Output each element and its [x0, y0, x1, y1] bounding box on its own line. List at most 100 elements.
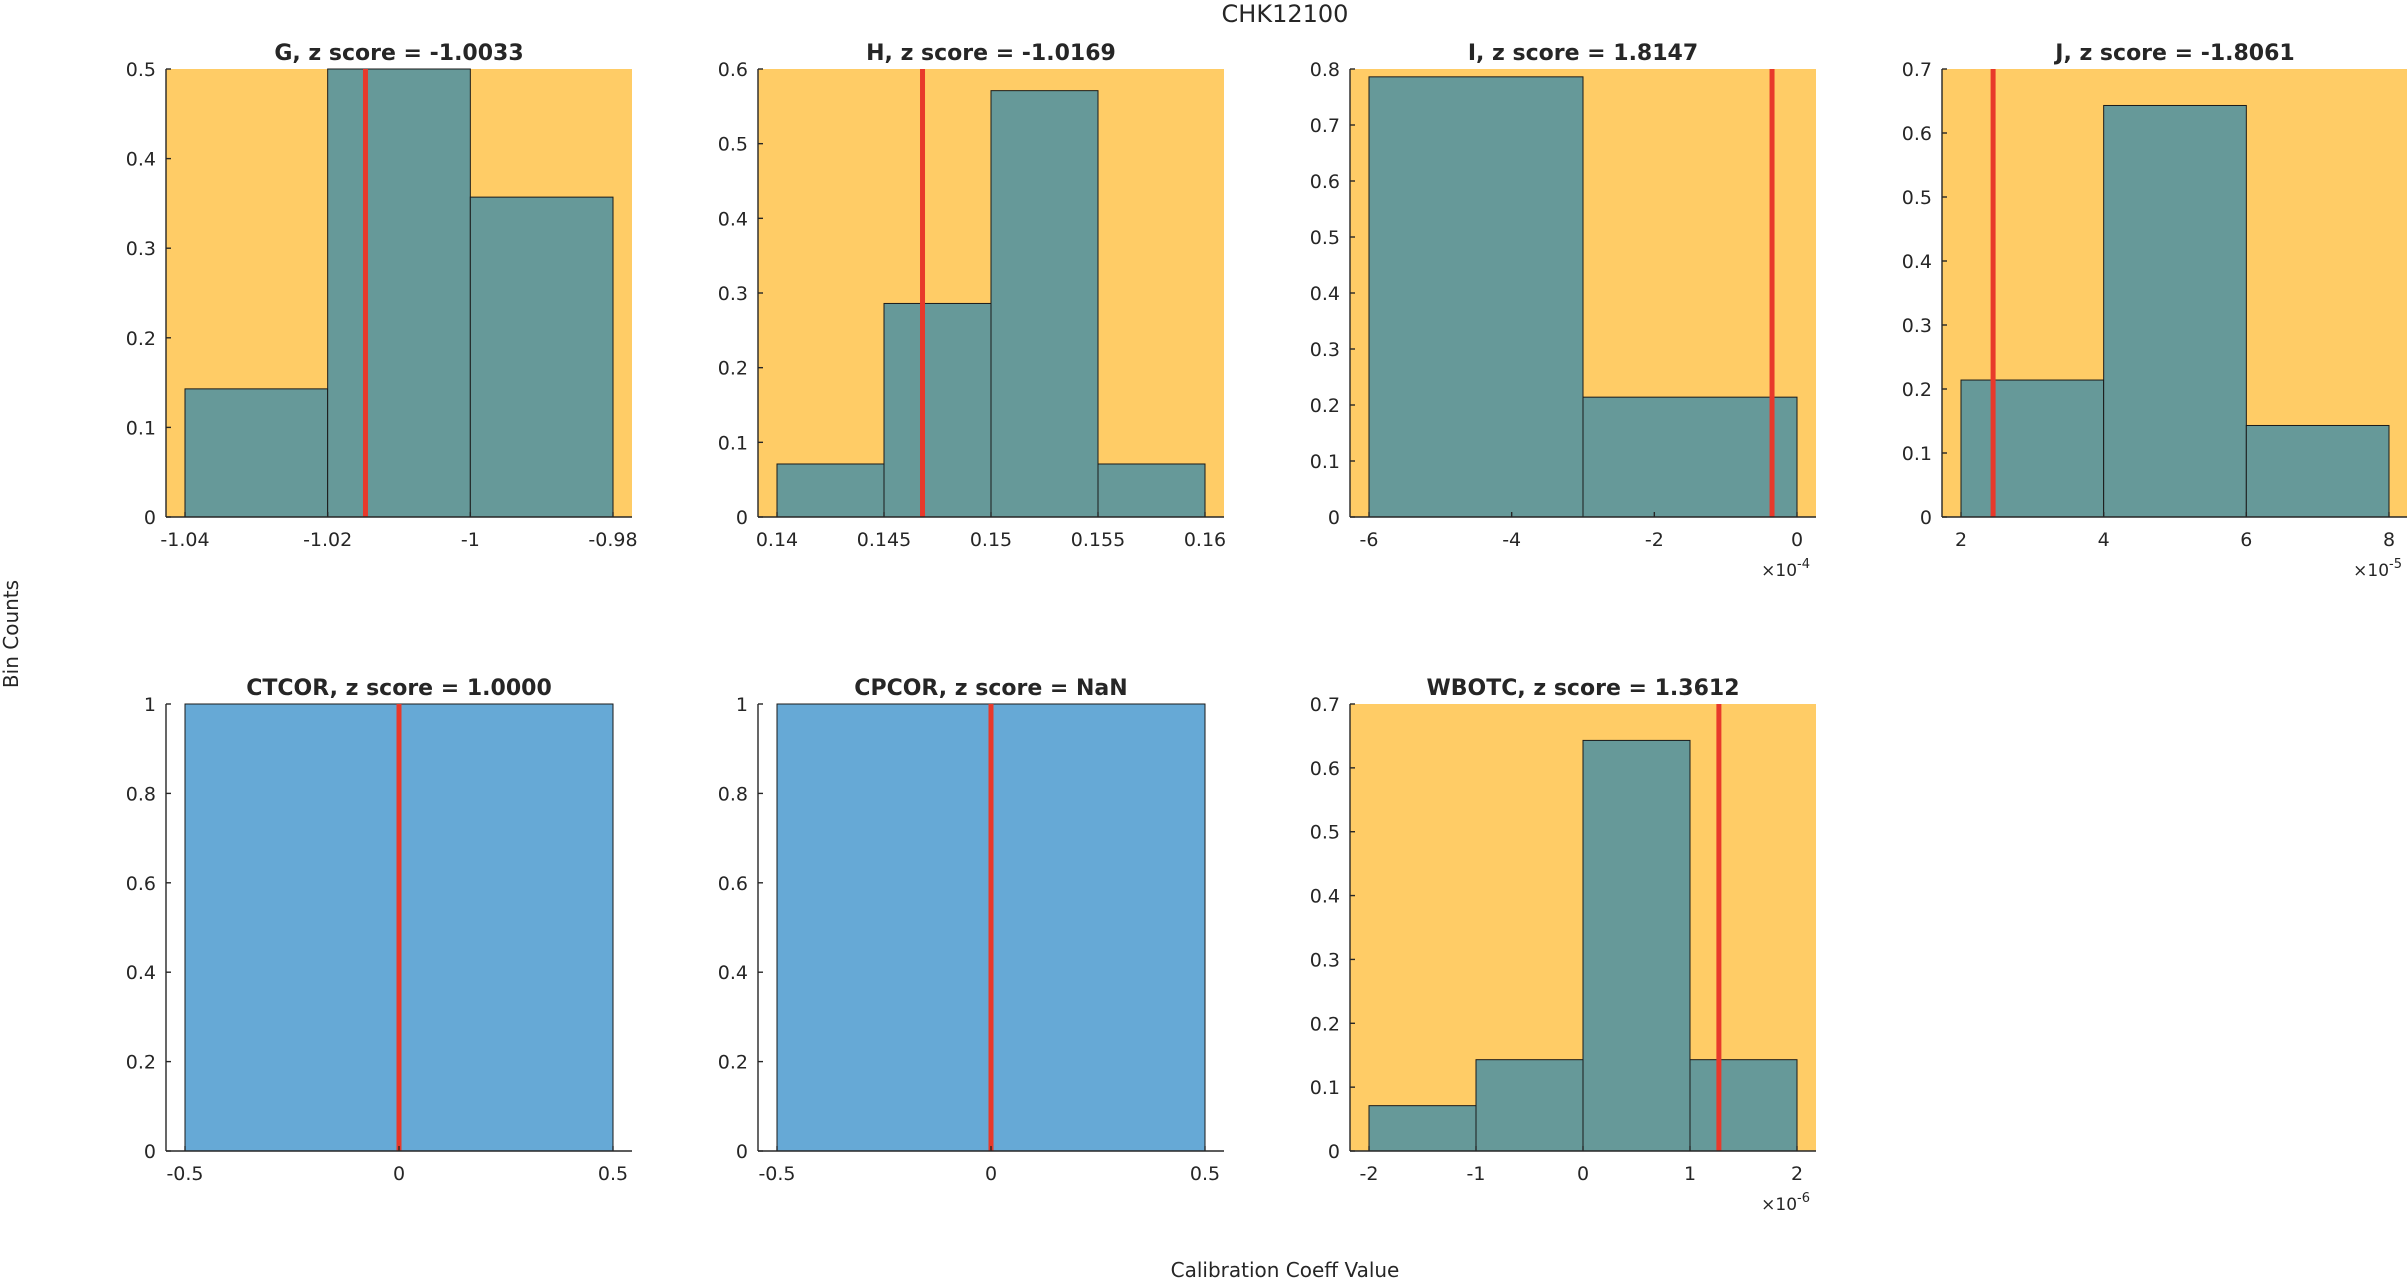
y-tick-label: 0 [1328, 1141, 1340, 1163]
x-exponent-label: ×10-4 [1761, 557, 1810, 581]
y-tick-label: 0.4 [1310, 886, 1340, 908]
x-tick-label: 0 [985, 1163, 997, 1185]
x-tick-label: 2 [1955, 529, 1967, 551]
y-tick-label: 0.6 [1902, 123, 1932, 145]
y-tick-label: 1 [736, 694, 748, 716]
histogram-bar [883, 302, 992, 518]
x-tick-label: -1.04 [160, 529, 209, 551]
y-tick-label: 0.3 [1310, 339, 1340, 361]
y-tick-label: 0.6 [718, 59, 748, 81]
y-tick-label: 0.5 [126, 59, 156, 81]
x-tick-label: -6 [1360, 529, 1379, 551]
y-tick-label: 0.3 [718, 283, 748, 305]
y-tick-label: 0.3 [126, 238, 156, 260]
y-tick-label: 0 [736, 507, 748, 529]
x-tick-label: -0.5 [166, 1163, 203, 1185]
x-tick-label: 0.15 [970, 529, 1012, 551]
subplot-3: 0 0.1 0.2 0.3 0.4 0.5 0.6 0.7 0.8 -6 -4 -2 0 ×10-4 I, … [1310, 41, 1816, 581]
x-tick-label: -1.02 [303, 529, 352, 551]
x-tick-label: 4 [2098, 529, 2110, 551]
histogram-bar [1960, 379, 2105, 518]
x-tick-label: 0.155 [1071, 529, 1125, 551]
figure-xlabel: Calibration Coeff Value [1171, 1258, 1400, 1281]
y-tick-label: 0.1 [126, 417, 156, 439]
figure-title: CHK12100 [1222, 0, 1349, 28]
subplot-title: J, z score = -1.8061 [2053, 41, 2294, 66]
x-tick-label: 0.145 [857, 529, 911, 551]
x-tick-label: -1 [1467, 1163, 1486, 1185]
y-tick-label: 0.7 [1310, 694, 1340, 716]
histogram-bar [776, 463, 885, 518]
histogram-bar [1475, 1059, 1584, 1152]
subplot-6: 0 0.2 0.4 0.6 0.8 1 -0.5 0 0.5 CPCOR, z score = N… [718, 676, 1224, 1185]
y-tick-label: 0.4 [126, 149, 156, 171]
histogram-bar [1582, 396, 1798, 518]
y-tick-label: 0.2 [718, 358, 748, 380]
histogram-bar [327, 68, 471, 518]
y-tick-label: 0 [144, 507, 156, 529]
y-tick-label: 0.2 [126, 328, 156, 350]
y-tick-label: 0.3 [1310, 949, 1340, 971]
y-tick-label: 0.8 [1310, 59, 1340, 81]
histogram-bar [1097, 463, 1206, 518]
y-tick-label: 0.4 [1310, 283, 1340, 305]
subplot-7: 0 0.1 0.2 0.3 0.4 0.5 0.6 0.7 -2 -1 0 1 2 ×10-6 WBOTC,… [1310, 676, 1816, 1215]
x-tick-label: 6 [2240, 529, 2252, 551]
subplot-1: 0 0.1 0.2 0.3 0.4 0.5 -1.04 -1.02 -1 -0.98 G, z sc… [126, 41, 638, 551]
y-tick-label: 0.8 [126, 783, 156, 805]
y-tick-label: 0.1 [718, 432, 748, 454]
x-tick-label: -2 [1360, 1163, 1379, 1185]
y-tick-label: 0.4 [126, 962, 156, 984]
y-tick-label: 0 [736, 1141, 748, 1163]
y-tick-label: 0.1 [1310, 1077, 1340, 1099]
x-tick-label: -2 [1645, 529, 1664, 551]
y-tick-label: 0.5 [1310, 227, 1340, 249]
x-tick-label: 0.14 [756, 529, 798, 551]
x-tick-label: -0.5 [758, 1163, 795, 1185]
y-tick-label: 0.5 [718, 134, 748, 156]
y-tick-label: 0.1 [1902, 443, 1932, 465]
x-tick-label: 0 [1791, 529, 1803, 551]
x-tick-label: 0.16 [1184, 529, 1226, 551]
histogram-bar [1368, 76, 1584, 518]
y-tick-label: 0.1 [1310, 451, 1340, 473]
y-tick-label: 0.5 [1902, 187, 1932, 209]
x-tick-label: -4 [1502, 529, 1521, 551]
y-tick-label: 0.3 [1902, 315, 1932, 337]
y-tick-label: 0 [1920, 507, 1932, 529]
y-tick-label: 0 [1328, 507, 1340, 529]
histogram-bar [1689, 1059, 1798, 1152]
subplot-title: G, z score = -1.0033 [274, 41, 523, 66]
y-tick-label: 0.4 [718, 962, 748, 984]
y-tick-label: 0.6 [126, 873, 156, 895]
subplot-title: CPCOR, z score = NaN [854, 676, 1127, 701]
x-exponent-label: ×10-5 [2353, 557, 2402, 581]
subplot-title: H, z score = -1.0169 [866, 41, 1116, 66]
y-tick-label: 0 [144, 1141, 156, 1163]
x-tick-label: 0.5 [598, 1163, 628, 1185]
y-tick-label: 0.8 [718, 783, 748, 805]
y-tick-label: 0.2 [1310, 1013, 1340, 1035]
y-tick-label: 0.2 [126, 1052, 156, 1074]
x-tick-label: 8 [2383, 529, 2395, 551]
figure-ylabel: Bin Counts [0, 580, 23, 688]
y-tick-label: 0.6 [1310, 758, 1340, 780]
subplot-grid: 0 0.1 0.2 0.3 0.4 0.5 -1.04 -1.02 -1 -0.98 G, z sc… [126, 41, 2407, 1215]
x-tick-label: 2 [1791, 1163, 1803, 1185]
x-tick-label: 0 [1577, 1163, 1589, 1185]
histogram-bar [1368, 1105, 1477, 1152]
x-tick-label: 0.5 [1190, 1163, 1220, 1185]
subplot-4: 0 0.1 0.2 0.3 0.4 0.5 0.6 0.7 2 4 6 8 ×10-5 J, z scor… [1902, 41, 2407, 581]
y-tick-label: 0.4 [1902, 251, 1932, 273]
histogram-bar [2245, 424, 2390, 518]
histogram-bar [990, 90, 1099, 518]
subplot-2: 0 0.1 0.2 0.3 0.4 0.5 0.6 0.14 0.145 0.15 0.155 0.1… [718, 41, 1226, 551]
subplot-title: CTCOR, z score = 1.0000 [246, 676, 552, 701]
histogram-bar [2103, 104, 2247, 518]
y-tick-label: 0.4 [718, 208, 748, 230]
y-tick-label: 0.2 [718, 1052, 748, 1074]
y-tick-label: 0.6 [1310, 171, 1340, 193]
histogram-bar [469, 196, 614, 518]
y-tick-label: 0.6 [718, 873, 748, 895]
